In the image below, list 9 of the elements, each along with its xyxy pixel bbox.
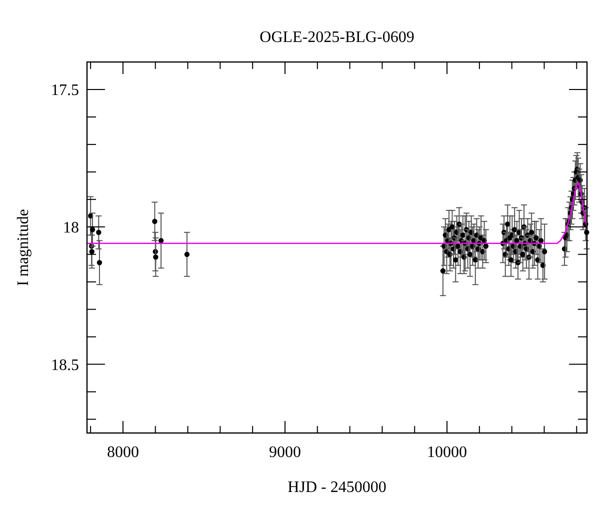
y-tick-label: 18.5	[51, 356, 79, 374]
x-tick-label: 9000	[268, 444, 301, 461]
x-axis-title: HJD - 2450000	[288, 479, 386, 496]
x-tick-label: 8000	[106, 444, 139, 461]
chart-title: OGLE-2025-BLG-0609	[260, 29, 414, 46]
y-tick-label: 18	[63, 219, 79, 236]
y-tick-label: 17.5	[51, 82, 79, 100]
x-tick-label: 10000	[427, 444, 468, 461]
y-axis-title: I magnitude	[15, 209, 32, 286]
